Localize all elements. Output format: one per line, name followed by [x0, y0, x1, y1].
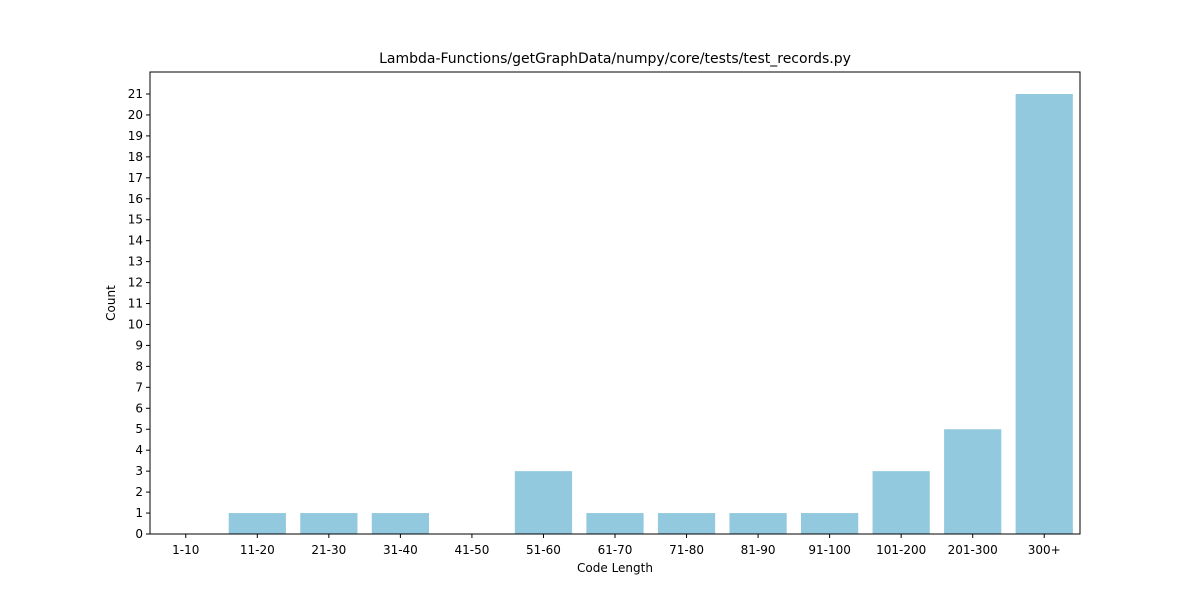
bar-51-60	[514, 471, 573, 534]
y-tick-label: 15	[128, 213, 143, 227]
bars-group	[228, 94, 1073, 534]
y-tick-label: 0	[135, 527, 143, 541]
bar-101-200	[872, 471, 930, 534]
bar-31-40	[371, 513, 429, 534]
y-axis-title: Count	[104, 285, 118, 321]
x-tick-label: 11-20	[240, 543, 275, 557]
y-tick-label: 20	[128, 108, 143, 122]
y-tick-label: 11	[128, 297, 143, 311]
bar-11-20	[228, 513, 286, 534]
bar-61-70	[586, 513, 644, 534]
y-tick-label: 10	[128, 317, 143, 331]
x-tick-label: 300+	[1028, 543, 1061, 557]
y-tick-label: 6	[135, 401, 143, 415]
y-tick-label: 12	[128, 276, 143, 290]
y-tick-label: 5	[135, 422, 143, 436]
bar-21-30	[300, 513, 358, 534]
y-tick-label: 18	[128, 150, 143, 164]
y-tick-label: 13	[128, 255, 143, 269]
y-tick-label: 19	[128, 129, 143, 143]
x-tick-label: 31-40	[383, 543, 418, 557]
x-tick-label: 61-70	[598, 543, 633, 557]
x-tick-label: 91-100	[808, 543, 851, 557]
bar-71-80	[657, 513, 716, 534]
x-tick-label: 41-50	[454, 543, 489, 557]
y-tick-label: 1	[135, 506, 143, 520]
x-axis: 1-10 11-20 21-30 31-40 41-50 51-60 61-70 71-80 8…	[172, 534, 1061, 557]
x-tick-label: 51-60	[526, 543, 561, 557]
y-tick-label: 3	[135, 464, 143, 478]
x-tick-label: 21-30	[311, 543, 346, 557]
y-tick-label: 7	[135, 380, 143, 394]
y-tick-label: 14	[128, 234, 143, 248]
plot-frame	[149, 71, 1081, 535]
x-axis-title: Code Length	[577, 561, 653, 575]
x-tick-label: 71-80	[669, 543, 704, 557]
bar-91-100	[801, 513, 859, 534]
y-tick-label: 8	[135, 359, 143, 373]
y-tick-label: 17	[128, 171, 143, 185]
x-tick-label: 1-10	[172, 543, 199, 557]
bar-81-90	[729, 513, 787, 534]
y-tick-label: 16	[128, 192, 143, 206]
bar-201-300	[944, 429, 1002, 534]
x-tick-label: 201-300	[948, 543, 998, 557]
y-tick-label: 21	[128, 87, 143, 101]
y-tick-label: 2	[135, 485, 143, 499]
bar-300+	[1015, 94, 1073, 534]
x-tick-label: 81-90	[741, 543, 776, 557]
chart-title: Lambda-Functions/getGraphData/numpy/core…	[379, 51, 851, 67]
y-tick-label: 4	[135, 443, 143, 457]
x-tick-label: 101-200	[876, 543, 926, 557]
y-tick-label: 9	[135, 338, 143, 352]
